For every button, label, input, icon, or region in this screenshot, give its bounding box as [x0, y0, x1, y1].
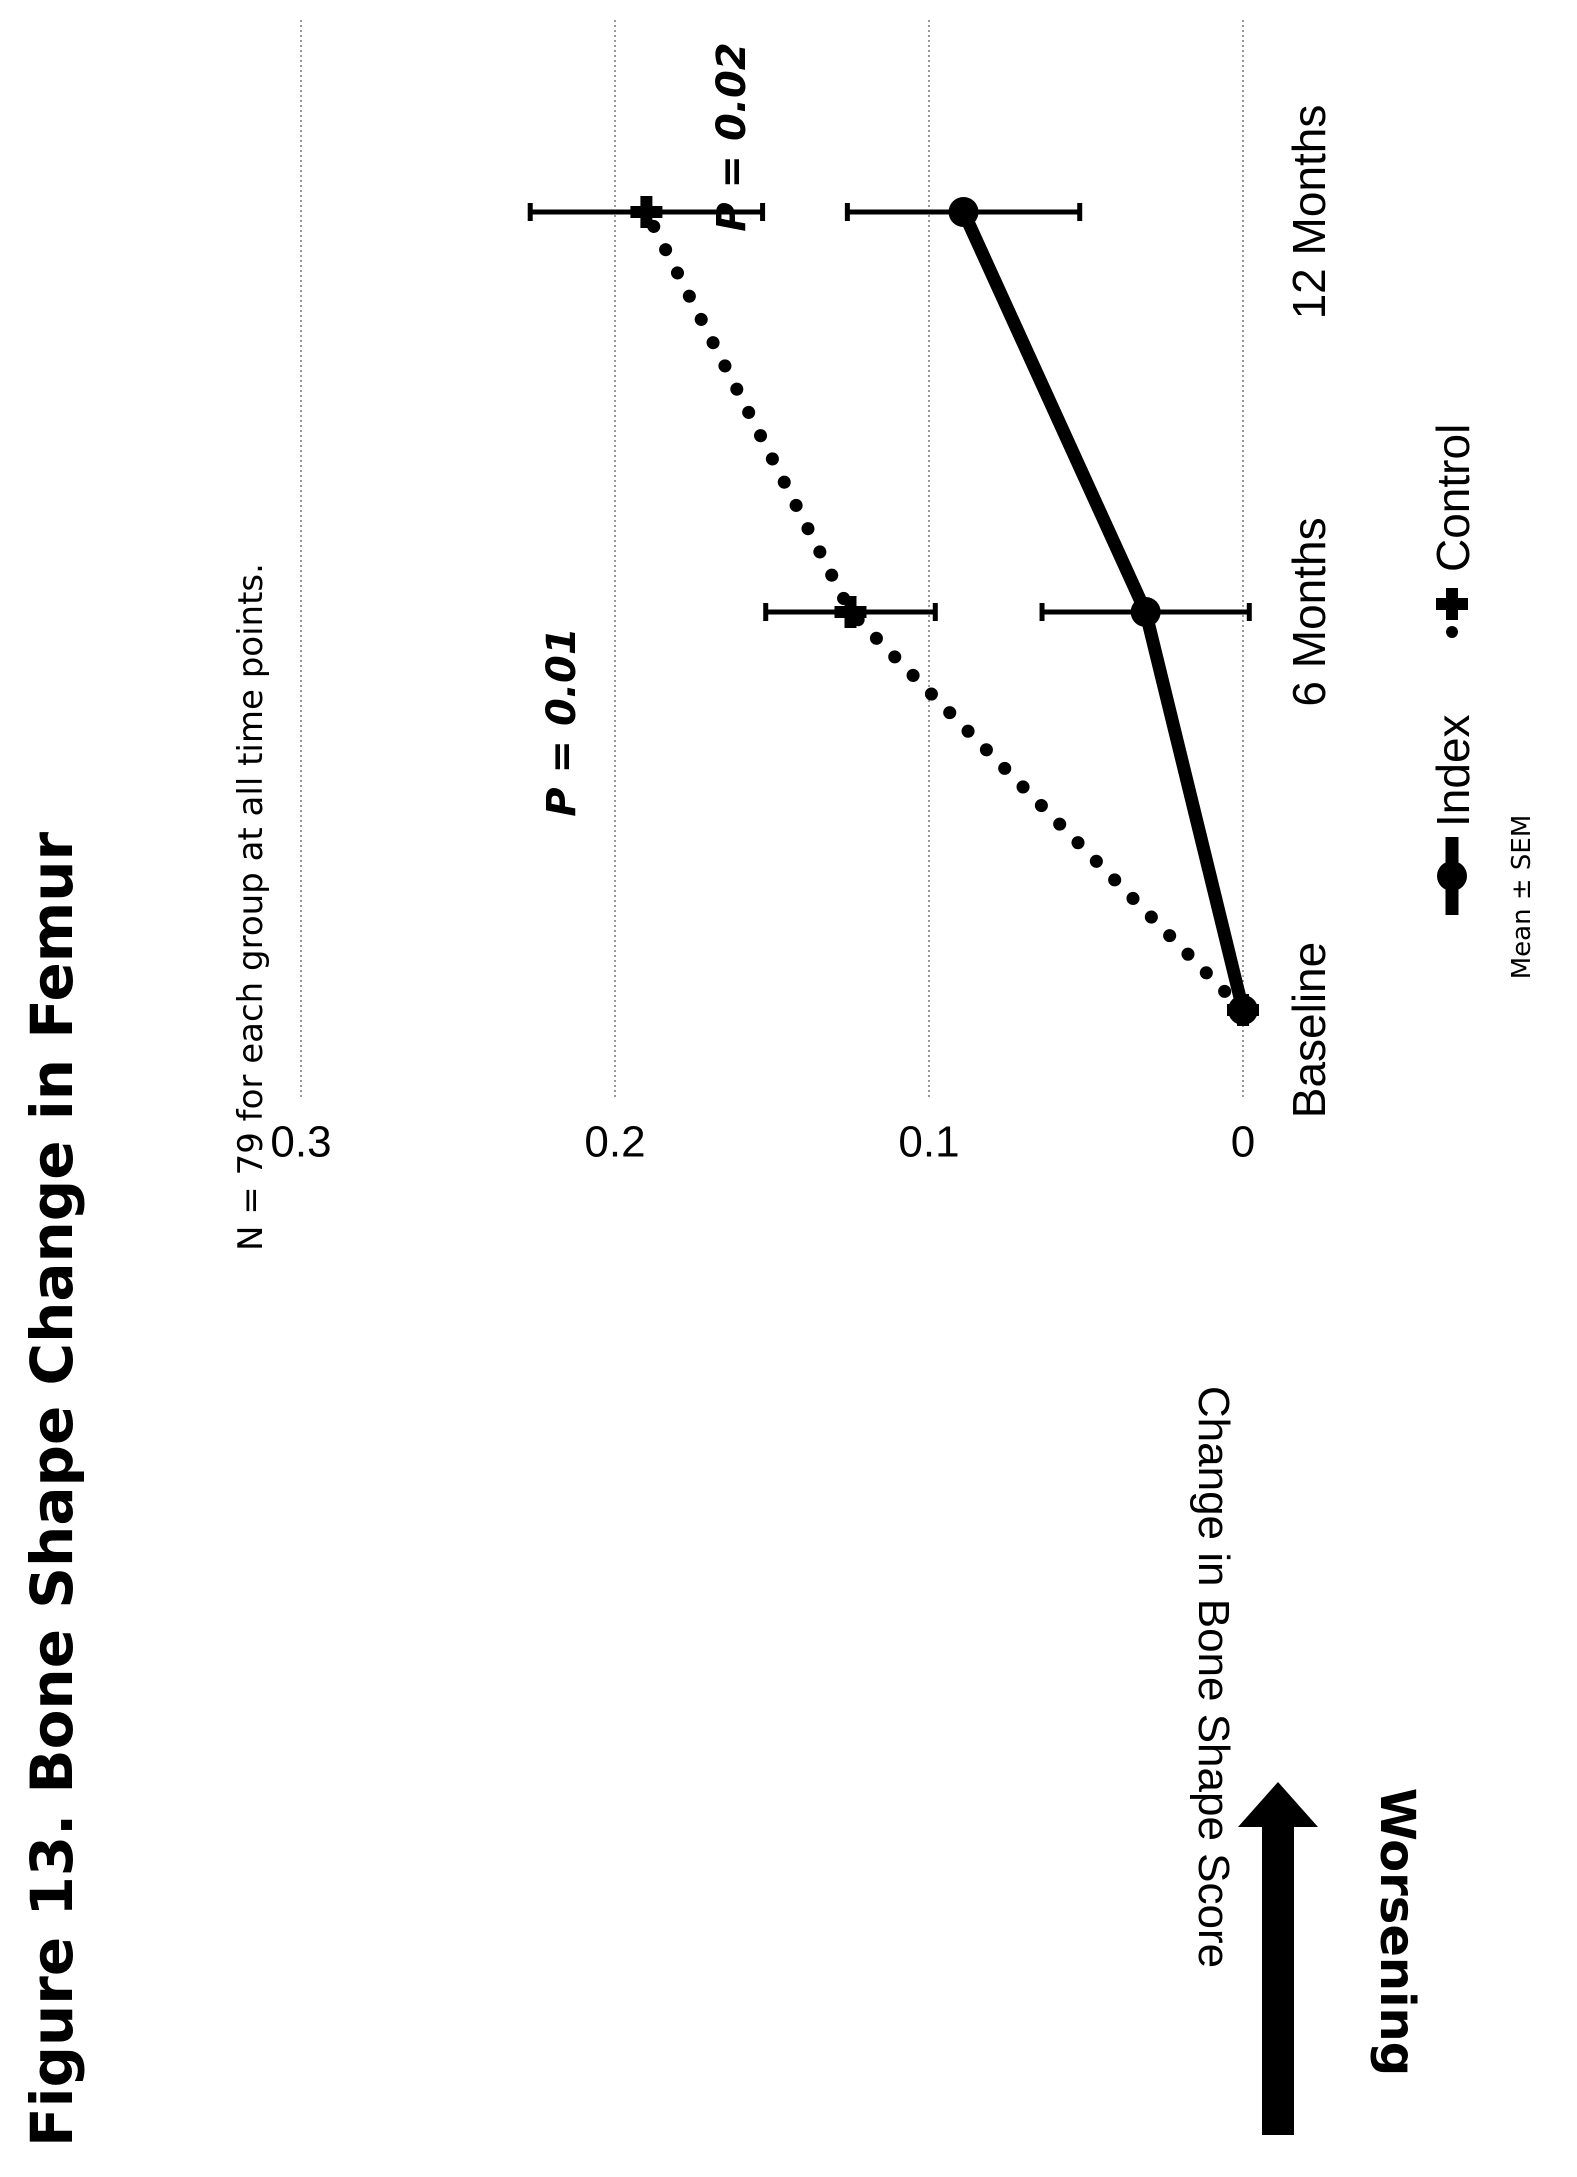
legend-index-label: Index	[1427, 714, 1479, 827]
control-marker	[834, 596, 867, 628]
figure-title: Figure 13. Bone Shape Change in Femur	[18, 831, 86, 2147]
legend-control-dot	[1446, 626, 1458, 638]
legend-control-marker	[1436, 588, 1468, 620]
category-label: Baseline	[1283, 942, 1335, 1118]
legend-index-marker	[1437, 861, 1467, 891]
p-value-label: P = 0.01	[539, 627, 585, 816]
series-control	[527, 196, 1259, 1026]
y-tick-label: 0.3	[270, 1118, 331, 1167]
index-marker	[1130, 597, 1161, 627]
category-label: 6 Months	[1283, 517, 1335, 706]
y-tick-label: 0.2	[584, 1118, 645, 1167]
y-axis-title: Change in Bone Shape Score	[1189, 1386, 1238, 1968]
series-index	[844, 197, 1258, 1025]
worsening-arrow-head	[1238, 1782, 1318, 1827]
index-marker	[948, 197, 979, 227]
series-line-control	[639, 205, 1250, 1017]
y-tick-label: 0.1	[898, 1118, 959, 1167]
control-marker	[1227, 994, 1259, 1026]
y-tick-label: 0	[1231, 1118, 1255, 1167]
control-marker	[630, 196, 663, 228]
y-axis-ticks: 0 0.1 0.2 0.3	[270, 1118, 1255, 1167]
category-label: 12 Months	[1283, 105, 1335, 320]
x-axis-categories: Baseline 6 Months 12 Months	[1283, 105, 1335, 1119]
worsening-label: Worsening	[1369, 1788, 1425, 2076]
legend-control-label: Control	[1427, 424, 1479, 572]
gridlines	[300, 17, 1244, 1097]
legend: Index Control	[1427, 424, 1479, 915]
data-series	[527, 196, 1259, 1026]
footnote: Mean ± SEM	[1507, 815, 1537, 980]
p-value-annotations: P = 0.01 P = 0.02	[539, 42, 755, 816]
worsening-indicator: Worsening	[1238, 1782, 1425, 2135]
sample-size-note: N = 79 for each group at all time points…	[231, 563, 271, 1251]
p-value-label: P = 0.02	[709, 42, 755, 231]
